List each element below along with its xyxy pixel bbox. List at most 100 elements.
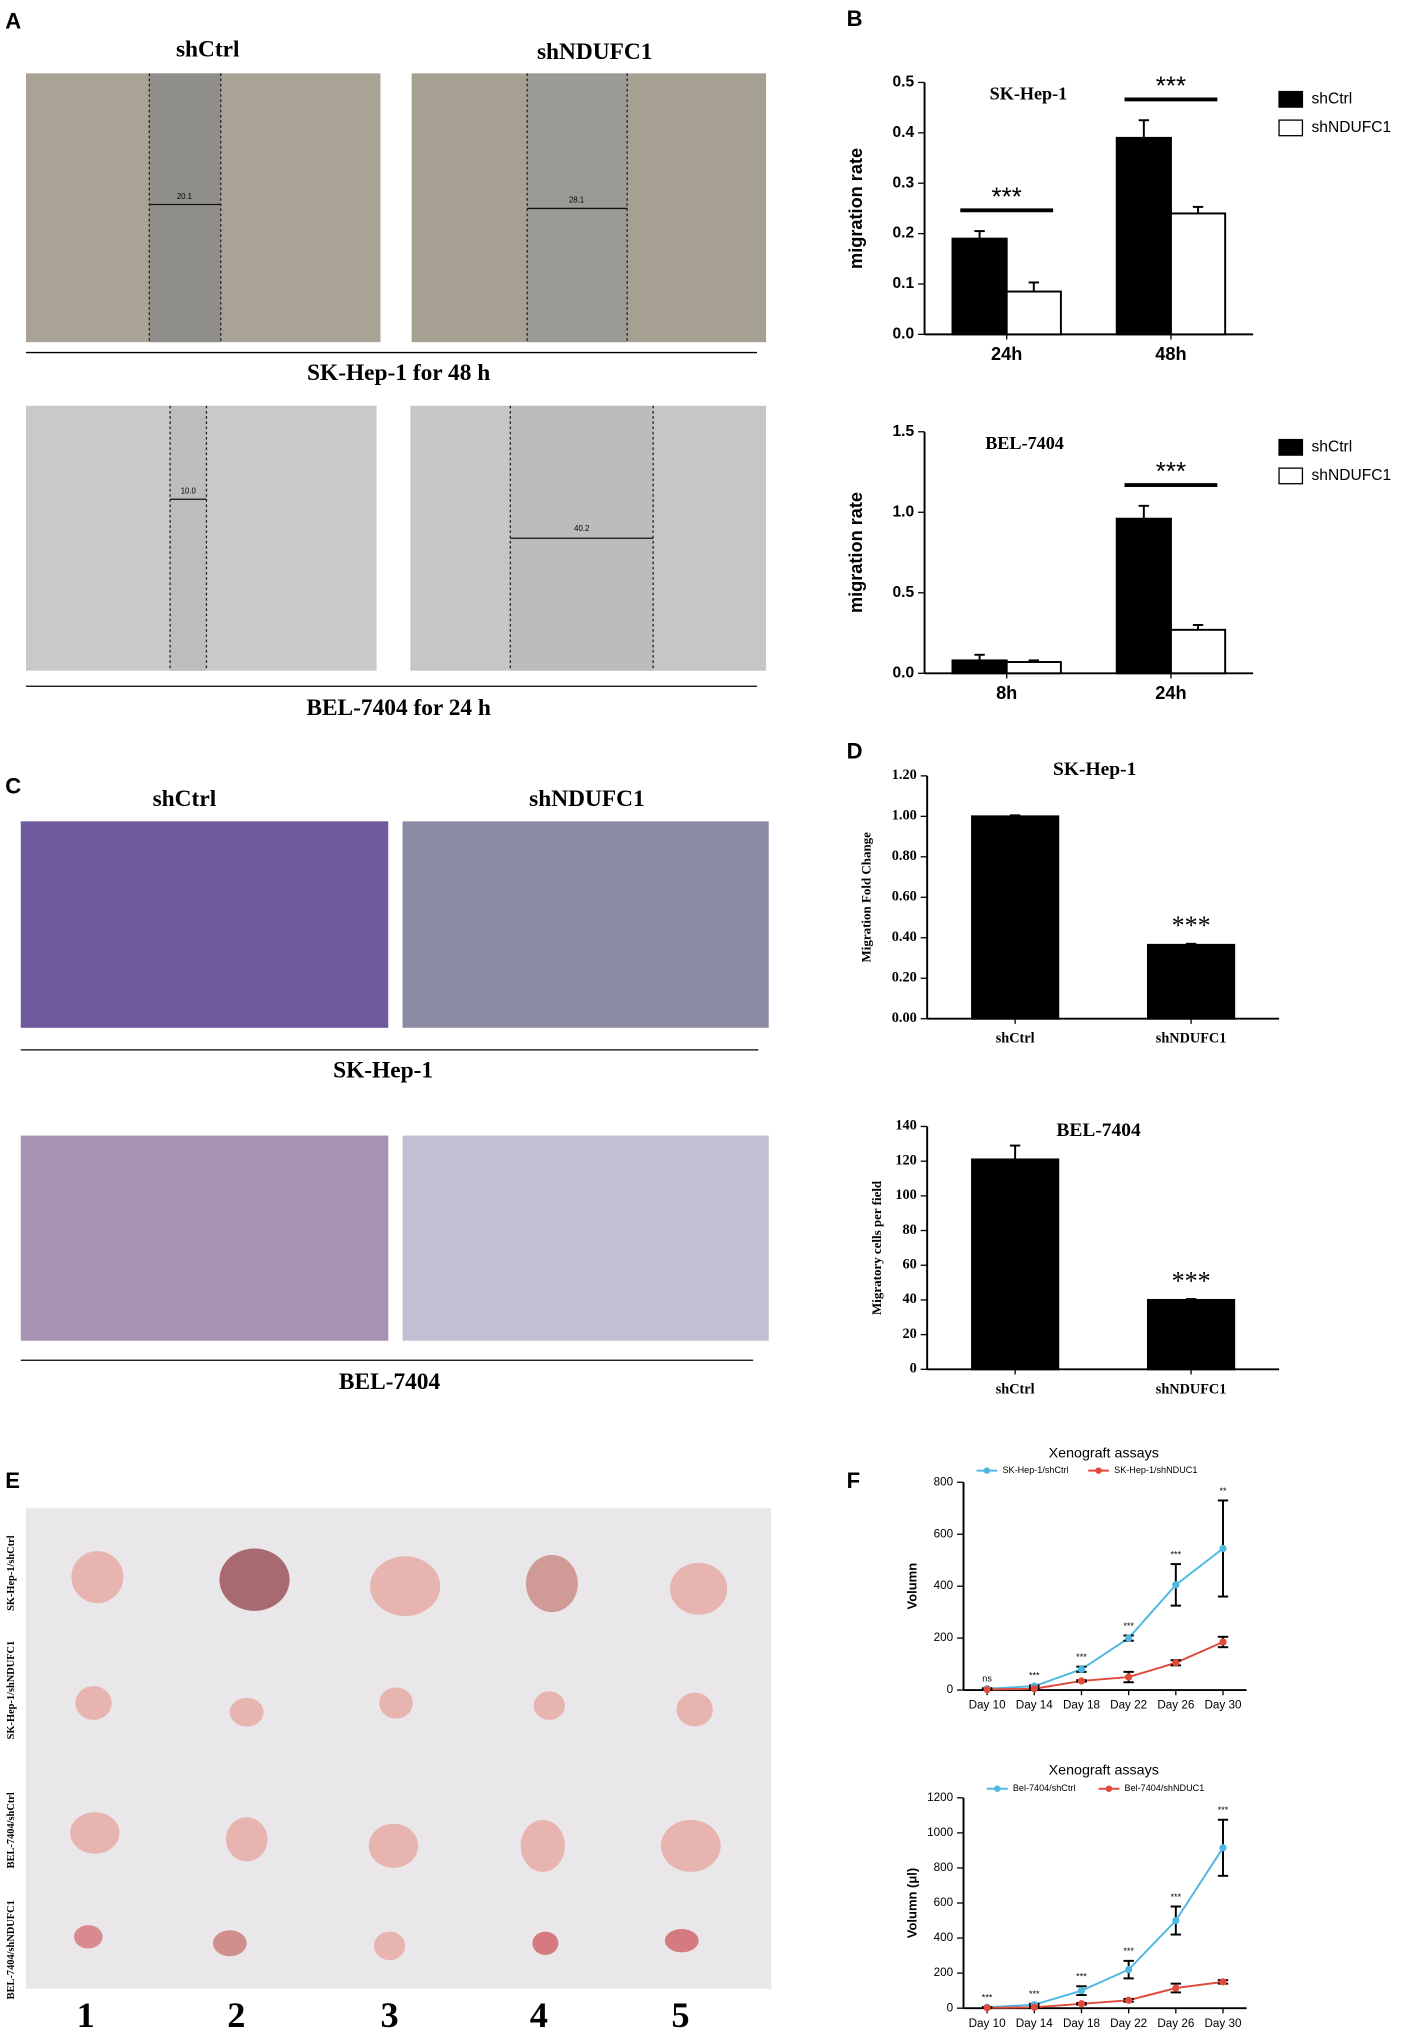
point — [1030, 1685, 1038, 1693]
y-tick-label: 140 — [895, 1118, 916, 1134]
y-axis-label: Migration Fold Change — [858, 832, 873, 963]
chart-title: SK-Hep-1 — [1053, 759, 1136, 780]
y-tick-label: 120 — [895, 1152, 916, 1168]
y-tick-label: 0.20 — [892, 970, 917, 986]
legend-label: shCtrl — [1312, 438, 1353, 455]
series-line — [987, 1847, 1224, 2009]
legend-point — [1095, 1467, 1102, 1474]
y-tick-label: 0.5 — [893, 584, 915, 601]
tumors — [70, 1548, 728, 1961]
y-axis-label: Volumn — [904, 1563, 919, 1610]
y-tick-label: 1.5 — [893, 423, 915, 440]
x-tick-label: Day 18 — [1063, 2017, 1100, 2030]
significance: *** — [1123, 1946, 1134, 1956]
panel-label: D — [847, 738, 863, 763]
chart-title: BEL-7404 — [985, 433, 1064, 453]
significance: *** — [1029, 1989, 1040, 1999]
y-axis-label: migration rate — [846, 148, 866, 269]
y-axis-label: Volumn (μl) — [904, 1868, 919, 1938]
y-tick-label: 0.0 — [893, 325, 915, 342]
chart-title: Xenograft assays — [1049, 1445, 1159, 1461]
scratch-width: 28.1 — [569, 196, 584, 205]
point — [1125, 1996, 1133, 2004]
significance: *** — [992, 181, 1022, 211]
y-tick-label: 80 — [903, 1222, 917, 1238]
bar — [1169, 212, 1227, 336]
y-tick-label: 1.0 — [893, 503, 915, 520]
column-header: shNDUFC1 — [529, 786, 645, 812]
point — [1030, 2003, 1038, 2011]
column-number: 3 — [380, 1995, 398, 2035]
legend-swatch — [1278, 90, 1304, 108]
point — [1219, 1544, 1227, 1553]
point — [1077, 1987, 1086, 1995]
point — [1172, 1581, 1180, 1589]
legend-label: Bel-7404/shNDUC1 — [1125, 1783, 1205, 1793]
column-number: 2 — [227, 1995, 245, 2035]
series-line — [987, 1980, 1224, 2009]
y-tick-label: 200 — [934, 1631, 954, 1644]
y-tick-label: 20 — [903, 1326, 917, 1342]
panel-label: B — [847, 6, 863, 31]
x-tick-label: Day 14 — [1016, 2017, 1053, 2030]
bar — [1115, 517, 1172, 675]
significance: *** — [1171, 1549, 1182, 1559]
point — [1077, 1677, 1086, 1685]
x-tick-label: Day 18 — [1063, 1699, 1100, 1712]
point — [1172, 1916, 1180, 1925]
column-header: shNDUFC1 — [537, 39, 653, 65]
bar — [1005, 290, 1062, 336]
y-tick-label: 800 — [934, 1861, 954, 1874]
significance: *** — [982, 1992, 993, 2002]
x-tick-label: 24h — [991, 344, 1022, 364]
point — [983, 2004, 991, 2012]
significance: *** — [1123, 1621, 1134, 1631]
legend-label: SK-Hep-1/shNDUC1 — [1114, 1465, 1197, 1475]
legend-label: shNDUFC1 — [1312, 119, 1392, 136]
series-line — [987, 1547, 1224, 1690]
bar — [1005, 661, 1062, 675]
bar — [1146, 1298, 1236, 1371]
bar — [1146, 943, 1236, 1020]
y-axis-label: Migratory cells per field — [869, 1180, 884, 1315]
bar — [1169, 628, 1227, 675]
scratch — [149, 73, 221, 343]
row-label: SK-Hep-1/shCtrl — [6, 1535, 17, 1611]
significance: *** — [1156, 456, 1186, 486]
scratch-width: 20.1 — [177, 192, 192, 201]
x-tick-label: 8h — [996, 683, 1017, 703]
y-tick-label: 200 — [934, 1966, 954, 1979]
point — [1125, 1965, 1133, 1974]
caption: BEL-7404 — [339, 1369, 441, 1395]
row-label: SK-Hep-1/shNDUFC1 — [6, 1641, 17, 1740]
chart-title: BEL-7404 — [1056, 1120, 1141, 1141]
significance: *** — [1171, 1892, 1182, 1902]
x-tick-label: 48h — [1155, 344, 1186, 364]
significance: ns — [982, 1674, 992, 1684]
y-tick-label: 0 — [947, 1683, 954, 1696]
y-tick-label: 1.20 — [892, 767, 917, 783]
x-tick-label: Day 30 — [1205, 1699, 1242, 1712]
y-tick-label: 0.4 — [893, 124, 915, 141]
point — [1172, 1659, 1180, 1667]
x-tick-label: shCtrl — [996, 1031, 1035, 1047]
column-number: 5 — [671, 1995, 689, 2035]
legend-point — [1105, 1785, 1113, 1792]
significance: *** — [1172, 1266, 1211, 1295]
x-tick-label: Day 10 — [969, 2017, 1006, 2030]
x-tick-label: Day 26 — [1157, 1699, 1194, 1712]
y-tick-label: 60 — [903, 1257, 917, 1273]
x-tick-label: shNDUFC1 — [1156, 1381, 1227, 1397]
y-tick-label: 1.00 — [892, 808, 917, 824]
y-tick-label: 600 — [934, 1896, 954, 1909]
row-label: BEL-7404/shCtrl — [6, 1792, 17, 1868]
column-number: 4 — [530, 1995, 548, 2035]
column-number: 1 — [77, 1995, 95, 2035]
significance: ** — [1219, 1486, 1227, 1496]
point — [1077, 2000, 1086, 2008]
y-tick-label: 0.3 — [893, 174, 915, 191]
caption: SK-Hep-1 — [333, 1057, 433, 1083]
x-tick-label: Day 22 — [1110, 2017, 1147, 2030]
legend-label: Bel-7404/shCtrl — [1013, 1783, 1076, 1793]
